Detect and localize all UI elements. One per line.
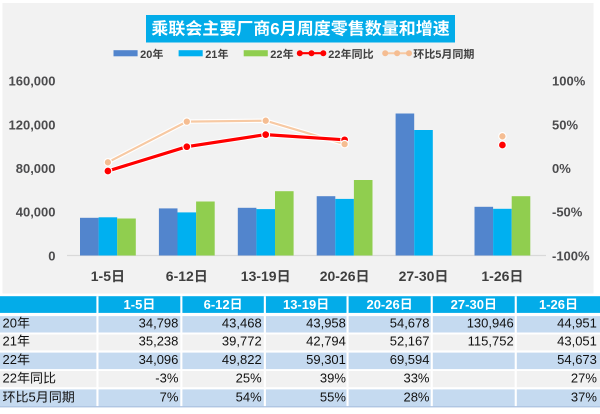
svg-text:130,946: 130,946 — [467, 316, 514, 331]
svg-text:1-26: 1-26 — [481, 268, 509, 284]
svg-text:40,000: 40,000 — [16, 205, 56, 220]
svg-text:44,951: 44,951 — [557, 316, 597, 331]
svg-text:22: 22 — [328, 49, 340, 61]
svg-text:100%: 100% — [552, 74, 586, 89]
svg-text:43,468: 43,468 — [222, 316, 262, 331]
svg-text:-100%: -100% — [552, 248, 590, 263]
svg-text:13-19: 13-19 — [241, 268, 277, 284]
svg-text:34,798: 34,798 — [139, 316, 179, 331]
svg-text:21: 21 — [205, 49, 217, 61]
svg-text:160,000: 160,000 — [9, 74, 56, 89]
svg-text:34,096: 34,096 — [139, 352, 179, 367]
svg-text:21: 21 — [3, 333, 17, 348]
svg-text:13-19: 13-19 — [283, 297, 316, 312]
svg-text:120,000: 120,000 — [9, 117, 56, 132]
svg-text:54%: 54% — [236, 390, 262, 405]
svg-text:7%: 7% — [160, 390, 179, 405]
svg-text:20-26: 20-26 — [320, 268, 356, 284]
svg-text:39,772: 39,772 — [222, 333, 262, 348]
svg-text:43,958: 43,958 — [306, 316, 346, 331]
svg-text:1-5: 1-5 — [124, 297, 143, 312]
svg-text:27-30: 27-30 — [451, 297, 484, 312]
svg-text:27%: 27% — [571, 371, 597, 386]
svg-text:54,673: 54,673 — [557, 352, 597, 367]
svg-text:42,794: 42,794 — [306, 333, 346, 348]
svg-text:37%: 37% — [571, 390, 597, 405]
svg-text:1-26: 1-26 — [539, 297, 565, 312]
svg-text:50%: 50% — [552, 117, 578, 132]
svg-text:43,051: 43,051 — [557, 333, 597, 348]
svg-text:1-5: 1-5 — [91, 268, 111, 284]
svg-text:6-12: 6-12 — [204, 297, 230, 312]
svg-text:20-26: 20-26 — [366, 297, 399, 312]
svg-text:5: 5 — [29, 390, 36, 405]
svg-text:49,822: 49,822 — [222, 352, 262, 367]
svg-text:20: 20 — [140, 49, 152, 61]
svg-text:-50%: -50% — [552, 205, 583, 220]
svg-text:54,678: 54,678 — [390, 316, 430, 331]
svg-text:6: 6 — [270, 20, 279, 39]
svg-text:52,167: 52,167 — [390, 333, 430, 348]
svg-text:-3%: -3% — [155, 371, 179, 386]
svg-text:22: 22 — [270, 49, 282, 61]
svg-text:115,752: 115,752 — [468, 333, 514, 348]
svg-text:69,594: 69,594 — [390, 352, 430, 367]
svg-text:25%: 25% — [236, 371, 262, 386]
svg-text:0: 0 — [48, 248, 55, 263]
svg-text:27-30: 27-30 — [399, 268, 435, 284]
svg-text:28%: 28% — [403, 390, 429, 405]
svg-text:59,301: 59,301 — [306, 352, 346, 367]
svg-text:0%: 0% — [552, 161, 571, 176]
svg-text:39%: 39% — [320, 371, 346, 386]
svg-text:35,238: 35,238 — [139, 333, 179, 348]
svg-text:5: 5 — [435, 49, 441, 61]
svg-text:55%: 55% — [320, 390, 346, 405]
svg-text:20: 20 — [3, 316, 17, 331]
svg-text:6-12: 6-12 — [166, 268, 194, 284]
svg-text:22: 22 — [3, 352, 17, 367]
svg-text:22: 22 — [3, 371, 17, 386]
svg-text:80,000: 80,000 — [16, 161, 56, 176]
svg-text:33%: 33% — [403, 371, 429, 386]
